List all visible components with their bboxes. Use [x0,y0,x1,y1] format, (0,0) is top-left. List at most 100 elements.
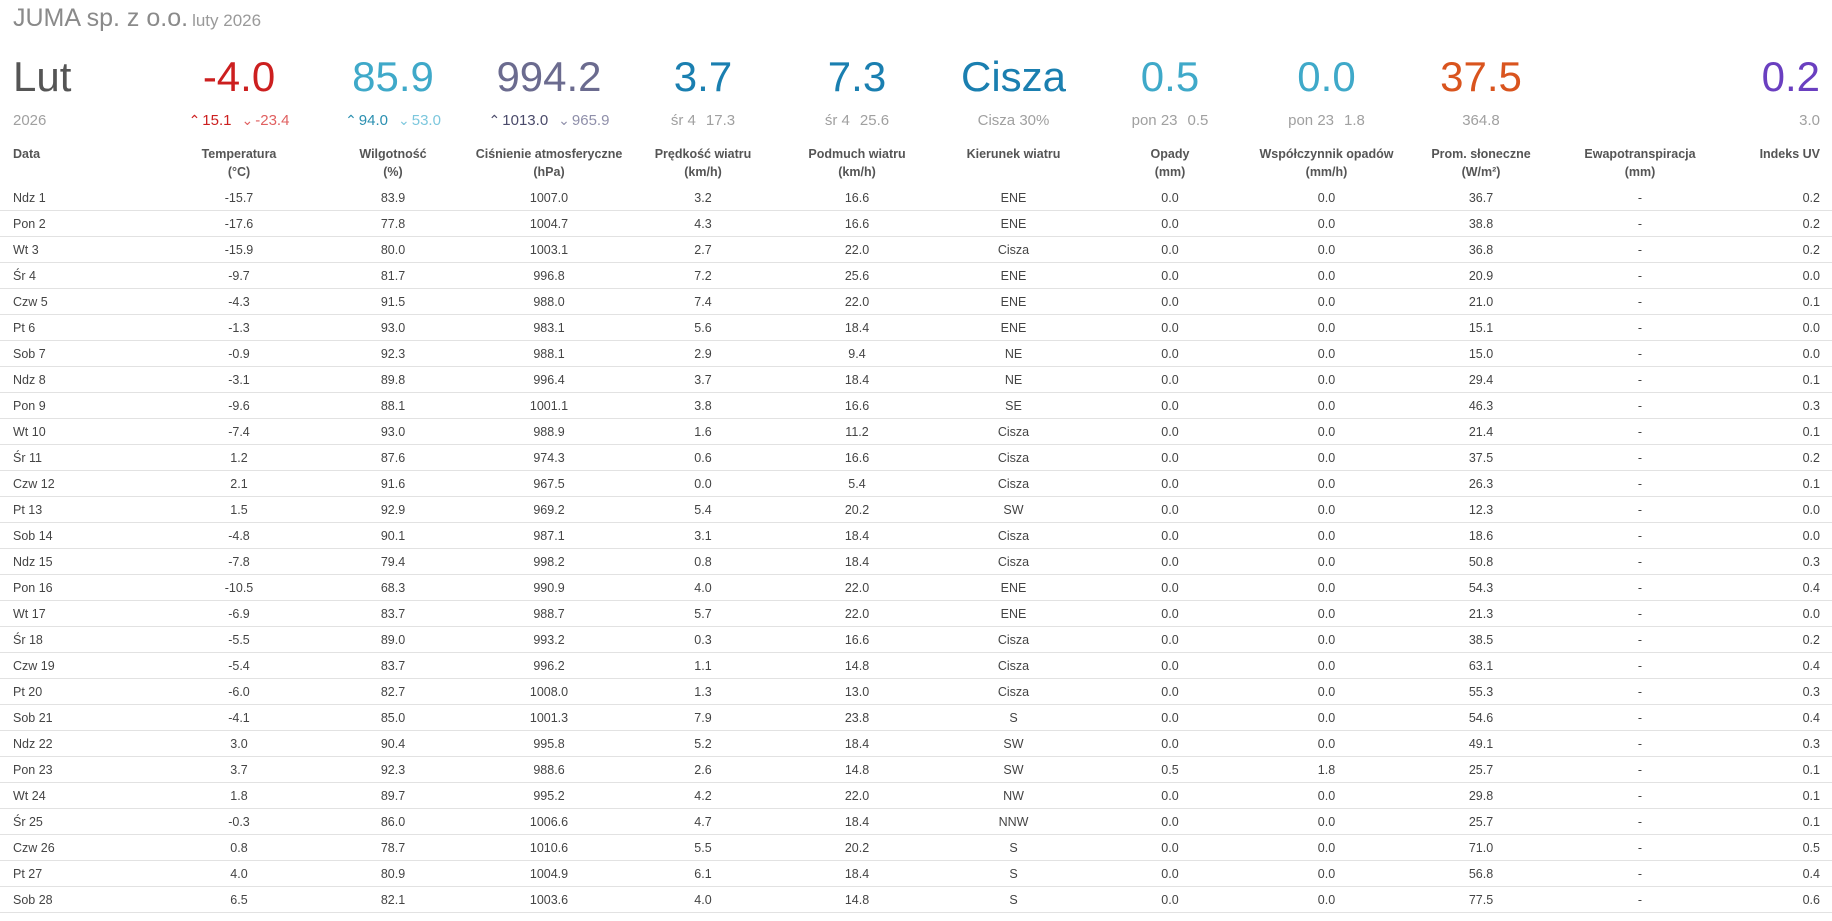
cell-temperature: 2.1 [152,470,326,497]
cell-uv-index: 0.0 [1712,522,1832,549]
column-header-rain: Opady (mm) [1081,145,1259,185]
cell-evapotranspiration: - [1568,574,1712,601]
cell-rain: 0.0 [1081,392,1259,419]
column-header-evapotranspiration: Ewapotranspiracja (mm) [1568,145,1712,185]
cell-humidity: 89.8 [326,366,460,393]
cell-humidity: 92.3 [326,756,460,783]
cell-date: Pt 6 [0,314,152,341]
cell-wind-speed: 4.0 [638,886,768,913]
summary-min: 53.0 [411,112,441,129]
cell-pressure: 1008.0 [460,678,638,705]
cell-uv-index: 0.3 [1712,392,1832,419]
cell-solar-radiation: 25.7 [1394,756,1568,783]
cell-wind-speed: 5.4 [638,496,768,523]
cell-wind-gust: 22.0 [768,288,946,315]
cell-rain-rate: 0.0 [1259,860,1394,887]
summary-pressure: 994.2 ⌃ 1013.0 ⌄ 965.9 [460,52,638,134]
cell-pressure: 987.1 [460,522,638,549]
cell-wind-direction: S [946,834,1081,861]
cell-evapotranspiration: - [1568,756,1712,783]
cell-solar-radiation: 20.9 [1394,262,1568,289]
cell-pressure: 1001.3 [460,704,638,731]
cell-wind-speed: 2.9 [638,340,768,367]
cell-humidity: 80.0 [326,236,460,263]
cell-wind-speed: 3.7 [638,366,768,393]
cell-wind-gust: 16.6 [768,185,946,211]
cell-uv-index: 0.4 [1712,652,1832,679]
cell-temperature: -6.9 [152,600,326,627]
cell-evapotranspiration: - [1568,886,1712,913]
cell-wind-direction: NE [946,340,1081,367]
summary-detail: Cisza 30% [977,112,1050,129]
cell-temperature: -9.6 [152,392,326,419]
cell-date: Śr 11 [0,444,152,471]
cell-pressure: 998.2 [460,548,638,575]
cell-pressure: 995.2 [460,782,638,809]
cell-humidity: 83.9 [326,185,460,211]
cell-pressure: 1004.9 [460,860,638,887]
cell-evapotranspiration: - [1568,860,1712,887]
cell-uv-index: 0.2 [1712,236,1832,263]
summary-value: 85.9 [352,53,434,100]
summary-date: Lut 2026 [13,52,152,134]
cell-rain-rate: 0.0 [1259,548,1394,575]
cell-wind-direction: Cisza [946,678,1081,705]
cell-evapotranspiration: - [1568,548,1712,575]
cell-wind-direction: Cisza [946,418,1081,445]
cell-evapotranspiration: - [1568,808,1712,835]
cell-evapotranspiration: - [1568,834,1712,861]
cell-solar-radiation: 29.4 [1394,366,1568,393]
cell-date: Pon 23 [0,756,152,783]
table-header-row: Data Temperatura (°C) Wilgotność (%) Ciśnieni… [0,145,1832,185]
cell-temperature: 6.5 [152,886,326,913]
chevron-down-icon: ⌄ [241,112,254,128]
cell-date: Czw 26 [0,834,152,861]
cell-wind-speed: 7.2 [638,262,768,289]
column-header-rain-rate: Współczynnik opadów (mm/h) [1259,145,1394,185]
cell-solar-radiation: 25.7 [1394,808,1568,835]
cell-rain-rate: 0.0 [1259,210,1394,237]
column-header-unit: (mm/h) [1305,165,1348,179]
column-header-uv-index: Indeks UV [1712,145,1832,185]
cell-evapotranspiration: - [1568,340,1712,367]
chevron-up-icon: ⌃ [188,112,201,128]
table-row: Czw 12 2.1 91.6 967.5 0.0 5.4 Cisza 0.0 0.0 26.3-… [0,470,1832,497]
table-row: Wt 10 -7.4 93.0 988.9 1.6 11.2 Cisza 0.0 0.0 21.4… [0,418,1832,445]
cell-wind-gust: 14.8 [768,652,946,679]
cell-rain-rate: 0.0 [1259,366,1394,393]
cell-wind-gust: 16.6 [768,444,946,471]
cell-solar-radiation: 18.6 [1394,522,1568,549]
column-header-wind-direction: Kierunek wiatru [946,145,1081,185]
cell-humidity: 90.4 [326,730,460,757]
cell-solar-radiation: 77.5 [1394,886,1568,913]
cell-rain: 0.0 [1081,548,1259,575]
table-row: Wt 24 1.8 89.7 995.2 4.2 22.0 NW 0.0 0.0 29.8-0.1 [0,782,1832,809]
cell-evapotranspiration: - [1568,600,1712,627]
cell-rain-rate: 0.0 [1259,236,1394,263]
cell-wind-gust: 22.0 [768,600,946,627]
cell-uv-index: 0.0 [1712,600,1832,627]
cell-temperature: -0.3 [152,808,326,835]
cell-rain: 0.0 [1081,185,1259,211]
cell-uv-index: 0.2 [1712,210,1832,237]
summary-min: 965.9 [571,112,610,129]
cell-rain-rate: 0.0 [1259,314,1394,341]
cell-date: Pon 16 [0,574,152,601]
cell-solar-radiation: 26.3 [1394,470,1568,497]
summary-rain-rate: 0.0 pon 23 1.8 [1259,52,1394,134]
cell-temperature: -15.9 [152,236,326,263]
summary-value: 37.5 [1440,53,1522,100]
cell-uv-index: 0.3 [1712,678,1832,705]
cell-wind-speed: 3.8 [638,392,768,419]
cell-date: Sob 28 [0,886,152,913]
cell-temperature: -10.5 [152,574,326,601]
cell-rain: 0.0 [1081,730,1259,757]
column-header-unit: (mm) [1154,165,1186,179]
column-header-wind-gust: Podmuch wiatru (km/h) [768,145,946,185]
cell-evapotranspiration: - [1568,730,1712,757]
cell-rain-rate: 0.0 [1259,704,1394,731]
cell-wind-speed: 1.6 [638,418,768,445]
cell-pressure: 1006.6 [460,808,638,835]
cell-rain: 0.5 [1081,756,1259,783]
cell-solar-radiation: 54.6 [1394,704,1568,731]
